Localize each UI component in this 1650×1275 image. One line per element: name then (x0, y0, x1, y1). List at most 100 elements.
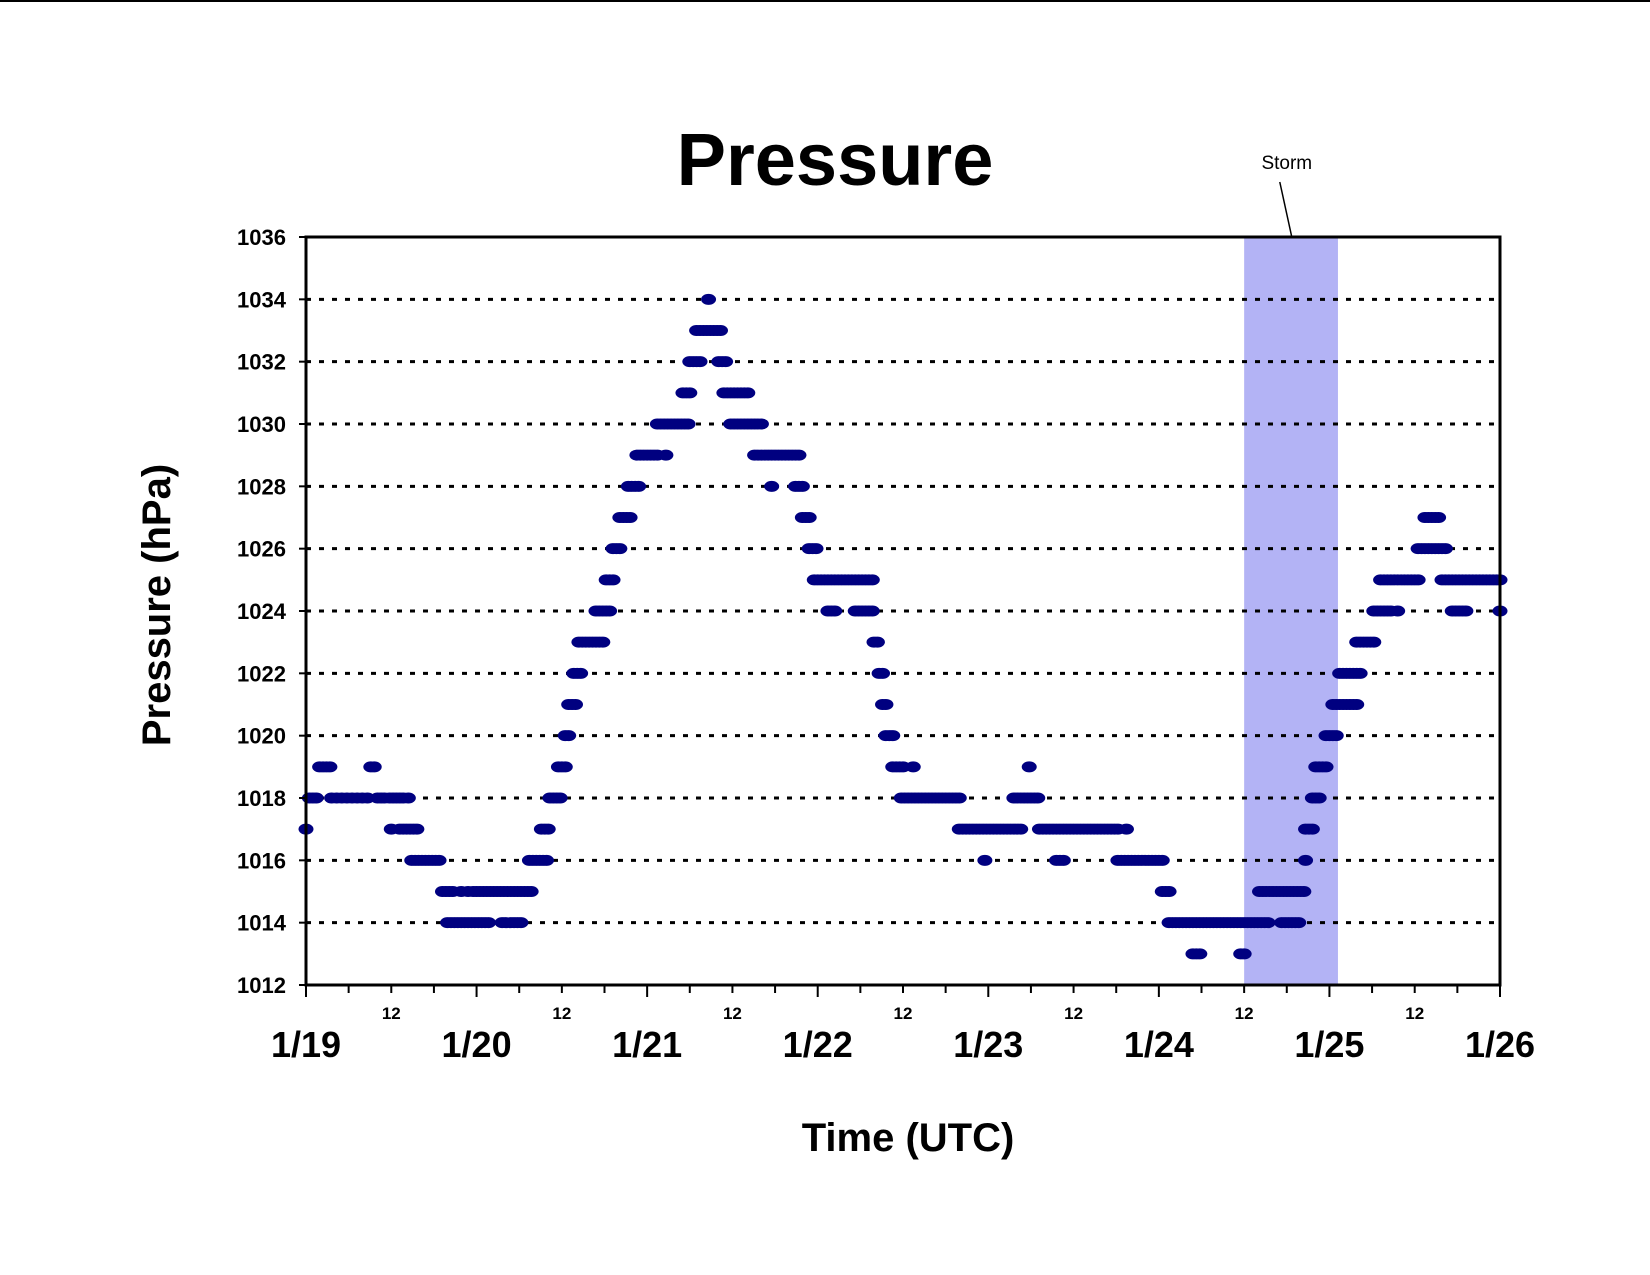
x-tick-label: 1/22 (783, 1024, 853, 1065)
data-point (1296, 886, 1312, 897)
data-point (791, 449, 807, 461)
data-point (1390, 605, 1406, 617)
data-point (864, 574, 880, 586)
y-tick-label: 1016 (237, 848, 286, 873)
y-tick-label: 1032 (237, 350, 286, 375)
data-point (692, 356, 708, 368)
data-point (557, 761, 573, 773)
x-noon-label: 12 (1405, 1004, 1424, 1023)
data-point (540, 823, 556, 835)
y-tick-label: 1030 (237, 412, 286, 437)
data-point (801, 512, 817, 523)
chart-title: Pressure (677, 118, 994, 201)
data-point (1298, 854, 1314, 866)
data-point (409, 823, 425, 835)
x-noon-label: 12 (1064, 1004, 1083, 1023)
data-point (827, 605, 843, 617)
data-point (622, 512, 638, 523)
data-point (1304, 823, 1320, 835)
data-point (658, 449, 674, 461)
x-axis-title: Time (UTC) (802, 1116, 1015, 1160)
data-point (869, 636, 885, 648)
y-tick-label: 1034 (237, 287, 287, 312)
y-tick-label: 1018 (237, 786, 286, 811)
data-point (1021, 761, 1037, 773)
x-tick-label: 1/24 (1124, 1024, 1194, 1065)
x-tick-label: 1/23 (953, 1024, 1023, 1065)
data-point (1318, 761, 1334, 773)
storm-annotation-label: Storm (1261, 153, 1312, 174)
plot-area: 1012 1014 1016 1018 1020 1022 1024 1026 1028 1030… (237, 153, 1535, 1065)
data-point (481, 917, 497, 929)
data-point (1431, 512, 1447, 523)
data-point (1030, 792, 1046, 804)
data-point (308, 792, 324, 804)
data-point (1437, 543, 1453, 555)
data-point (573, 667, 589, 679)
data-point (322, 761, 338, 773)
x-noon-label: 12 (382, 1004, 401, 1023)
data-point (1154, 854, 1170, 866)
data-point (605, 574, 621, 586)
y-tick-label: 1026 (237, 537, 286, 562)
data-point (552, 792, 568, 804)
data-point (712, 325, 728, 336)
storm-annotation-leader (1279, 181, 1293, 238)
data-point (366, 761, 382, 773)
data-point (631, 480, 647, 492)
data-point (400, 792, 416, 804)
data-point (951, 792, 967, 804)
data-point (1055, 854, 1071, 866)
data-point (539, 854, 555, 866)
x-tick-label: 1/19 (271, 1024, 341, 1065)
x-noon-label: 12 (723, 1004, 742, 1023)
data-point (612, 543, 628, 555)
data-point (1291, 917, 1307, 929)
data-point (1236, 948, 1252, 960)
data-point (1118, 823, 1134, 835)
y-tick-label: 1012 (237, 973, 286, 998)
data-point (718, 356, 734, 368)
data-point (682, 387, 698, 399)
y-axis-title: Pressure (hPa) (135, 464, 179, 746)
data-point (431, 854, 447, 866)
data-point (753, 418, 769, 430)
x-tick-label: 1/21 (612, 1024, 682, 1065)
data-point (568, 699, 584, 710)
data-point (740, 387, 756, 399)
data-point (513, 917, 529, 929)
data-point (885, 730, 901, 742)
data-point (1410, 574, 1426, 586)
data-point (794, 480, 810, 492)
data-point (1349, 699, 1365, 710)
data-point (1366, 636, 1382, 648)
data-point (878, 699, 894, 710)
x-tick-label: 1/26 (1465, 1024, 1535, 1065)
x-tick-label: 1/25 (1294, 1024, 1364, 1065)
y-tick-label: 1014 (237, 911, 287, 936)
data-point (1352, 667, 1368, 679)
x-noon-label: 12 (552, 1004, 571, 1023)
x-noon-label: 12 (894, 1004, 913, 1023)
data-point (808, 543, 824, 555)
x-noon-label: 12 (1235, 1004, 1254, 1023)
data-point (1458, 605, 1474, 617)
data-point (875, 667, 891, 679)
data-point (561, 730, 577, 742)
data-point (1192, 948, 1208, 960)
y-tick-label: 1028 (237, 474, 286, 499)
y-tick-label: 1036 (237, 225, 286, 250)
data-point (905, 761, 921, 773)
data-point (1260, 917, 1276, 929)
data-point (595, 636, 611, 648)
y-tick-label: 1020 (237, 724, 286, 749)
data-point (680, 418, 696, 430)
data-point (523, 886, 539, 897)
data-point (1013, 823, 1029, 835)
data-point (1161, 886, 1177, 897)
data-point (864, 605, 880, 617)
top-border-line (0, 0, 1650, 2)
data-point (602, 605, 618, 617)
data-point (1311, 792, 1327, 804)
